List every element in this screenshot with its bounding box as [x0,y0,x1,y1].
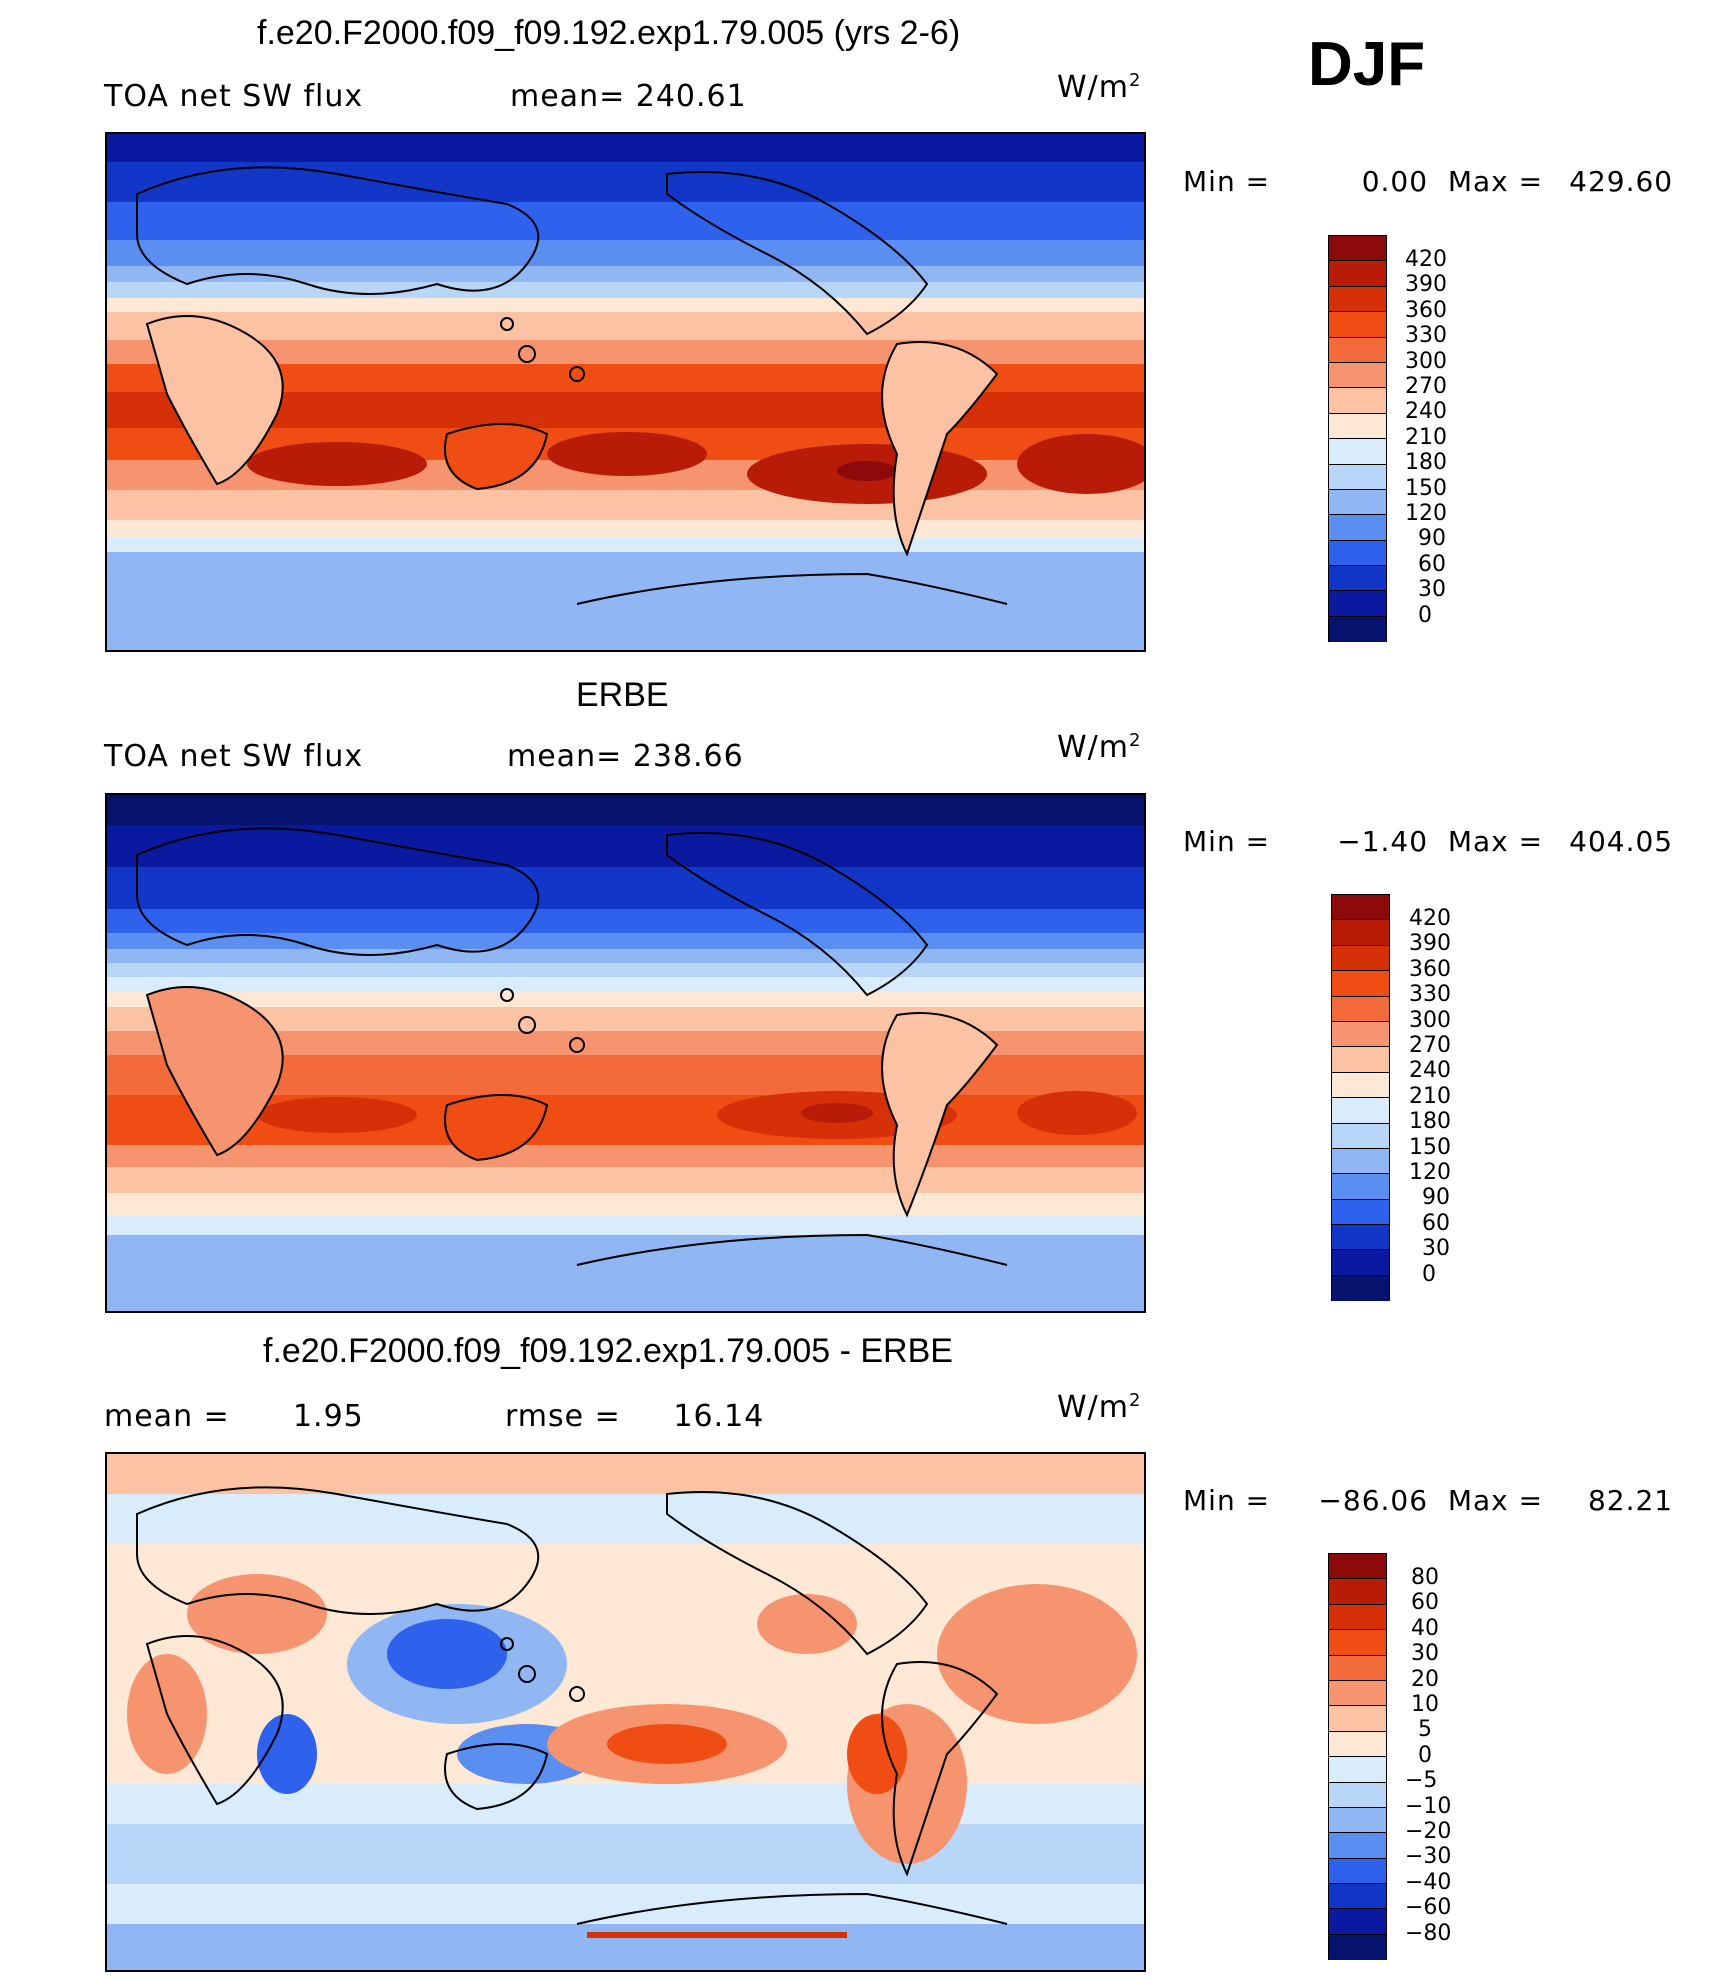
cb1-tick: 120 [1405,501,1447,526]
panel3-units: W/m2 [1057,1390,1142,1425]
cb2-tick: 90 [1422,1185,1450,1210]
cb2-tick: 180 [1409,1109,1451,1134]
cb1-tick: 360 [1405,298,1447,323]
panel2-variable-label: TOA net SW flux [104,739,364,774]
cb1-tick: 60 [1418,552,1446,577]
cb1-tick: 300 [1405,349,1447,374]
panel2-map [105,793,1146,1313]
panel1-map-svg [107,134,1144,650]
cb3-tick: 10 [1411,1692,1439,1717]
cb3-tick: 30 [1411,1641,1439,1666]
panel3-mean-label: mean = 1.95 [104,1399,364,1434]
cb2-tick: 330 [1409,982,1451,1007]
panel1-mean-label: mean= 240.61 [510,79,747,114]
panel2-minmax: Min = −1.40 Max = 404.05 [1183,825,1674,858]
cb2-tick: 270 [1409,1033,1451,1058]
panel3-map [105,1452,1146,1972]
cb3-tick: −80 [1405,1921,1452,1946]
cb2-tick: 300 [1409,1008,1451,1033]
cb1-tick: 90 [1418,526,1446,551]
cb1-tick: 270 [1405,374,1447,399]
panel3-minmax: Min = −86.06 Max = 82.21 [1183,1484,1674,1517]
cb1-tick: 240 [1405,399,1447,424]
cb1-tick: 0 [1418,603,1432,628]
cb3-tick: 5 [1418,1717,1432,1742]
cb3-tick: 0 [1418,1743,1432,1768]
cb1-tick: 150 [1405,476,1447,501]
panel2-title: ERBE [576,676,669,714]
cb2-tick: 150 [1409,1135,1451,1160]
cb2-tick: 210 [1409,1084,1451,1109]
cb1-tick: 210 [1405,425,1447,450]
panel2-units: W/m2 [1057,730,1142,765]
panel2-map-svg [107,795,1144,1311]
cb2-tick: 420 [1409,906,1451,931]
cb3-tick: −10 [1405,1794,1452,1819]
cb1-tick: 180 [1405,450,1447,475]
panel1-variable-label: TOA net SW flux [104,79,364,114]
cb3-tick: 20 [1411,1667,1439,1692]
cb2-tick: 60 [1422,1211,1450,1236]
cb3-tick: −30 [1405,1844,1452,1869]
cb1-tick: 420 [1405,247,1447,272]
panel1-colorbar [1328,235,1387,643]
cb1-tick: 330 [1405,323,1447,348]
cb3-tick: −5 [1405,1768,1438,1793]
cb2-tick: 30 [1422,1236,1450,1261]
cb2-tick: 360 [1409,957,1451,982]
cb3-tick: 80 [1411,1565,1439,1590]
cb2-tick: 120 [1409,1160,1451,1185]
cb3-tick: 40 [1411,1616,1439,1641]
panel3-title: f.e20.F2000.f09_f09.192.exp1.79.005 - ER… [263,1332,953,1370]
panel3-map-svg [107,1454,1144,1970]
season-label: DJF [1308,30,1426,99]
panel3-colorbar [1328,1553,1387,1961]
cb1-tick: 390 [1405,272,1447,297]
cb2-tick: 390 [1409,931,1451,956]
cb3-tick: −40 [1405,1870,1452,1895]
panel1-title: f.e20.F2000.f09_f09.192.exp1.79.005 (yrs… [257,14,961,52]
panel2-mean-label: mean= 238.66 [507,739,744,774]
cb3-tick: 60 [1411,1590,1439,1615]
cb2-tick: 240 [1409,1058,1451,1083]
cb1-tick: 30 [1418,577,1446,602]
cb3-tick: −60 [1405,1895,1452,1920]
panel3-rmse-label: rmse = 16.14 [505,1399,765,1434]
panel1-minmax: Min = 0.00 Max = 429.60 [1183,165,1674,198]
cb3-tick: −20 [1405,1819,1452,1844]
panel1-units: W/m2 [1057,70,1142,105]
panel1-map [105,132,1146,652]
cb2-tick: 0 [1422,1262,1436,1287]
panel2-colorbar [1331,894,1390,1302]
